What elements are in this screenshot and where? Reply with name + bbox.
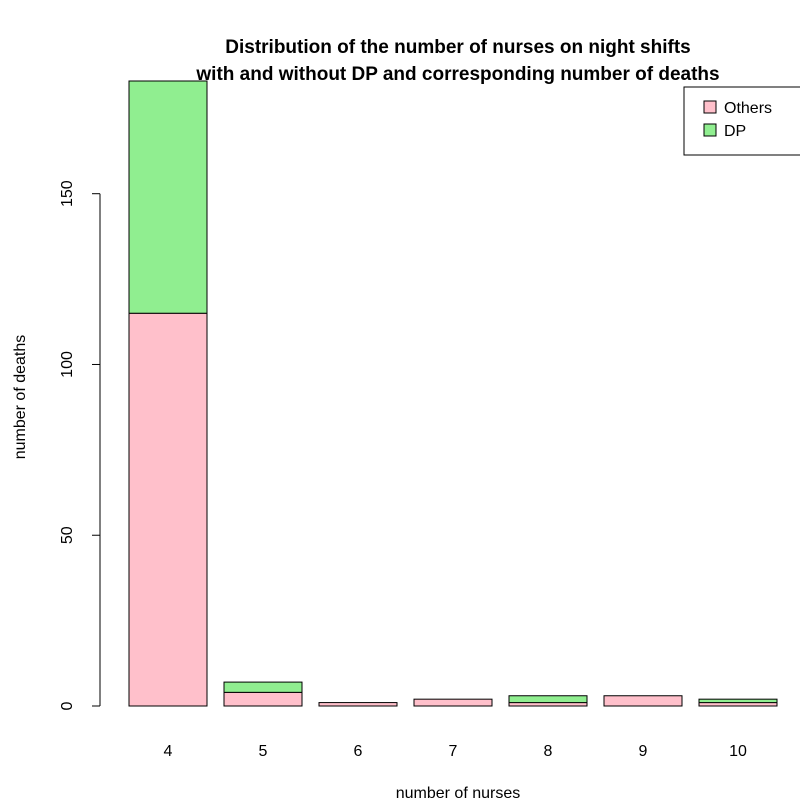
x-tick-label: 6	[354, 743, 363, 760]
bar-others-4	[128, 312, 208, 707]
bar-others-6	[318, 702, 398, 707]
y-tick-label: 150	[59, 180, 76, 207]
chart-title-group: Distribution of the number of nurses on …	[195, 37, 719, 85]
bar-dp-8	[508, 695, 588, 704]
x-axis-label: number of nurses	[396, 785, 521, 802]
bar-others-8	[508, 702, 588, 707]
x-tick-label: 7	[449, 743, 458, 760]
legend-label-others: Others	[724, 100, 772, 117]
legend: Others DP	[683, 86, 800, 156]
bar-dp-4	[128, 80, 208, 314]
legend-swatch-dp	[703, 123, 717, 137]
bar-others-7	[413, 698, 493, 707]
bar-others-9	[603, 695, 683, 707]
x-tick-label: 10	[729, 743, 747, 760]
y-tick-label: 100	[59, 351, 76, 378]
x-axis: 4 5 6 7 8 9 10	[164, 743, 747, 760]
y-tick-label: 0	[59, 701, 76, 710]
bar-others-10	[698, 702, 778, 707]
chart-title: Distribution of the number of nurses on …	[225, 37, 690, 58]
x-tick-label: 8	[544, 743, 553, 760]
x-tick-label: 5	[259, 743, 268, 760]
bar-others-5	[223, 691, 303, 707]
legend-swatch-others	[703, 100, 717, 114]
y-axis: 0 50 100 150	[59, 180, 101, 710]
bar-dp-5	[223, 681, 303, 693]
legend-label-dp: DP	[724, 123, 746, 140]
x-tick-label: 4	[164, 743, 173, 760]
chart-subtitle: with and without DP and corresponding nu…	[195, 64, 719, 85]
x-tick-label: 9	[639, 743, 648, 760]
y-axis-label: number of deaths	[12, 335, 29, 460]
y-tick-label: 50	[59, 526, 76, 544]
bars-group	[128, 80, 778, 707]
legend-box	[683, 86, 800, 156]
bar-dp-10	[698, 698, 778, 704]
